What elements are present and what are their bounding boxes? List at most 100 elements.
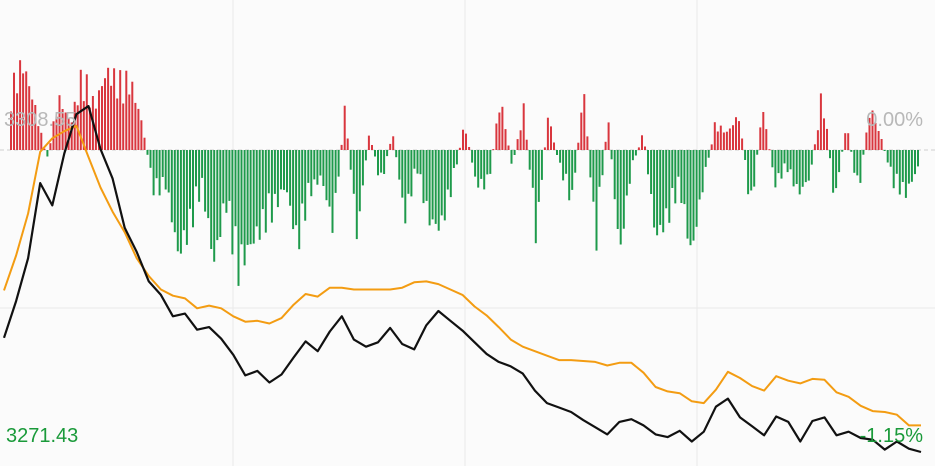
volume-bar-up [543, 147, 546, 150]
volume-bar-down [252, 150, 255, 244]
volume-bar-down [892, 150, 895, 189]
volume-bar-down [237, 150, 240, 286]
volume-bar-up [722, 132, 725, 150]
volume-bar-up [741, 138, 744, 150]
volume-bar-down [528, 150, 531, 170]
volume-bar-up [70, 122, 73, 150]
volume-bar-up [553, 142, 555, 150]
volume-bar-down [650, 150, 653, 194]
volume-bar-down [683, 150, 686, 205]
volume-bar-up [728, 128, 731, 150]
volume-bar-down [410, 150, 413, 197]
volume-bar-down [407, 150, 410, 194]
volume-bar-down [161, 150, 164, 177]
volume-bar-down [225, 150, 228, 213]
volume-bar-up [498, 112, 501, 150]
volume-bar-down [210, 150, 213, 249]
volume-bar-up [735, 117, 737, 150]
volume-bar-down [771, 150, 774, 168]
volume-bar-up [877, 131, 880, 150]
volume-bar-up [465, 133, 467, 150]
volume-bar-up [392, 136, 395, 150]
volume-bar-up [713, 122, 716, 150]
volume-bar-up [371, 145, 373, 150]
volume-bar-down [574, 150, 577, 173]
volume-bar-down [234, 150, 237, 227]
volume-bar-down [228, 150, 231, 201]
volume-bar-down [704, 150, 707, 167]
volume-bar-down [286, 150, 288, 193]
volume-bar-up [604, 141, 607, 150]
volume-bar-down [689, 150, 692, 246]
volume-bar-up [880, 139, 883, 150]
volume-bar-down [647, 150, 649, 175]
volume-bar-down [862, 150, 865, 155]
volume-bar-up [607, 122, 610, 150]
volume-bar-down [331, 150, 334, 233]
volume-bar-down [674, 150, 677, 204]
volume-bar-down [477, 150, 480, 188]
volume-bar-down [207, 150, 210, 219]
volume-bar-up [25, 71, 28, 150]
volume-bar-down [46, 150, 49, 157]
volume-bar-up [816, 130, 819, 150]
volume-bar-down [195, 150, 197, 187]
volume-bar-down [798, 150, 801, 195]
volume-bar-down [425, 150, 428, 201]
volume-bar-down [747, 150, 750, 195]
volume-bar-down [264, 150, 267, 233]
volume-bar-down [804, 150, 807, 183]
volume-bar-down [322, 150, 325, 186]
volume-bar-down [449, 150, 452, 198]
volume-bar-down [480, 150, 483, 179]
volume-bar-up [131, 81, 134, 150]
volume-bar-up [28, 86, 31, 150]
volume-bar-up [637, 147, 640, 150]
volume-bar-down [613, 150, 616, 200]
volume-bar-down [668, 150, 671, 223]
volume-bar-down [559, 150, 562, 163]
volume-bar-up [125, 70, 128, 150]
volume-bar-down [267, 150, 270, 194]
volume-bar-down [829, 150, 831, 159]
volume-bar-up [128, 94, 131, 150]
volume-bar-down [471, 150, 474, 163]
volume-bar-up [847, 133, 850, 150]
volume-bar-down [753, 150, 756, 187]
volume-bar-down [616, 150, 619, 229]
volume-bar-down [361, 150, 364, 186]
volume-bar-up [495, 123, 498, 150]
volume-bar-up [346, 138, 349, 150]
volume-bar-down [431, 150, 434, 220]
volume-bar-up [868, 117, 871, 150]
volume-bar-down [185, 150, 188, 245]
volume-bar-down [634, 150, 637, 156]
volume-bar-down [622, 150, 625, 229]
volume-bar-down [695, 150, 698, 227]
volume-bar-down [662, 150, 665, 233]
volume-bar-down [276, 150, 279, 208]
volume-bar-down [176, 150, 179, 252]
volume-bar-down [801, 150, 804, 187]
volume-bar-down [189, 150, 191, 209]
volume-bar-down [568, 150, 571, 201]
volume-bar-down [756, 150, 759, 155]
volume-bar-up [49, 143, 52, 150]
volume-bar-up [110, 85, 113, 150]
volume-bar-up [759, 127, 762, 150]
volume-bar-down [292, 150, 295, 230]
volume-bar-down [835, 150, 838, 189]
volume-bar-up [119, 70, 122, 150]
volume-bar-up [116, 98, 119, 150]
volume-bar-up [580, 112, 583, 150]
volume-bar-down [358, 150, 361, 212]
volume-bar-down [455, 150, 458, 165]
volume-bar-down [571, 150, 574, 190]
volume-bar-up [507, 145, 510, 150]
volume-bar-down [489, 150, 492, 174]
volume-bar-up [501, 106, 504, 150]
volume-bar-down [859, 150, 862, 183]
volume-bar-down [310, 150, 313, 197]
volume-bar-up [137, 108, 140, 150]
